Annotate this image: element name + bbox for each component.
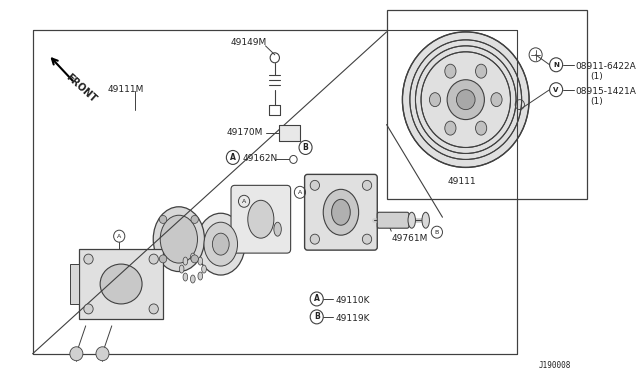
- Text: A: A: [314, 295, 319, 304]
- Circle shape: [362, 180, 372, 190]
- Text: 49110K: 49110K: [335, 296, 370, 305]
- Text: 49149M: 49149M: [231, 38, 268, 47]
- Circle shape: [191, 215, 198, 224]
- Ellipse shape: [153, 207, 204, 272]
- Polygon shape: [387, 10, 587, 199]
- Polygon shape: [33, 30, 517, 354]
- Ellipse shape: [491, 93, 502, 107]
- Ellipse shape: [196, 213, 245, 275]
- Circle shape: [96, 347, 109, 361]
- Text: 08911-6422A: 08911-6422A: [576, 62, 636, 71]
- Text: A: A: [242, 199, 246, 204]
- Ellipse shape: [191, 253, 195, 261]
- Circle shape: [310, 234, 319, 244]
- Text: 08915-1421A: 08915-1421A: [576, 87, 637, 96]
- Ellipse shape: [198, 272, 203, 280]
- Ellipse shape: [476, 64, 487, 78]
- Text: B: B: [303, 143, 308, 152]
- Ellipse shape: [202, 265, 206, 273]
- Circle shape: [456, 90, 475, 110]
- Ellipse shape: [183, 257, 188, 265]
- Ellipse shape: [179, 265, 184, 273]
- Circle shape: [403, 32, 529, 167]
- Text: (1): (1): [591, 72, 604, 81]
- Text: 49761M: 49761M: [391, 234, 428, 243]
- Ellipse shape: [445, 121, 456, 135]
- Text: 49111: 49111: [447, 177, 476, 186]
- Text: A: A: [298, 190, 302, 195]
- Text: 49119K: 49119K: [335, 314, 370, 323]
- Ellipse shape: [100, 264, 142, 304]
- Circle shape: [447, 80, 484, 119]
- Ellipse shape: [332, 199, 350, 225]
- Polygon shape: [79, 249, 163, 319]
- Text: FRONT: FRONT: [63, 72, 98, 104]
- Text: 49170M: 49170M: [227, 128, 263, 137]
- Text: V: V: [554, 87, 559, 93]
- Circle shape: [70, 347, 83, 361]
- Polygon shape: [70, 264, 79, 304]
- Ellipse shape: [191, 275, 195, 283]
- FancyBboxPatch shape: [305, 174, 377, 250]
- Ellipse shape: [323, 189, 358, 235]
- Circle shape: [191, 255, 198, 263]
- Circle shape: [310, 180, 319, 190]
- Text: 49162N: 49162N: [242, 154, 278, 163]
- Ellipse shape: [429, 93, 440, 107]
- Ellipse shape: [274, 222, 282, 236]
- Ellipse shape: [212, 233, 229, 255]
- Ellipse shape: [198, 257, 203, 265]
- Text: B: B: [435, 230, 439, 235]
- FancyBboxPatch shape: [280, 125, 300, 141]
- Circle shape: [159, 215, 167, 224]
- FancyBboxPatch shape: [231, 185, 291, 253]
- Circle shape: [149, 254, 158, 264]
- Ellipse shape: [422, 212, 429, 228]
- Ellipse shape: [248, 200, 274, 238]
- Text: 49111M: 49111M: [107, 85, 143, 94]
- Circle shape: [159, 255, 167, 263]
- Text: A: A: [230, 153, 236, 162]
- Ellipse shape: [476, 121, 487, 135]
- Text: B: B: [314, 312, 319, 321]
- FancyBboxPatch shape: [377, 212, 409, 228]
- Circle shape: [84, 304, 93, 314]
- Circle shape: [149, 304, 158, 314]
- Text: A: A: [117, 234, 122, 239]
- Ellipse shape: [408, 212, 415, 228]
- Text: J190008: J190008: [538, 361, 571, 370]
- Ellipse shape: [445, 64, 456, 78]
- Circle shape: [84, 254, 93, 264]
- Text: (1): (1): [591, 97, 604, 106]
- Circle shape: [362, 234, 372, 244]
- Ellipse shape: [204, 222, 237, 266]
- Text: N: N: [553, 62, 559, 68]
- Ellipse shape: [183, 273, 188, 281]
- Ellipse shape: [160, 215, 198, 263]
